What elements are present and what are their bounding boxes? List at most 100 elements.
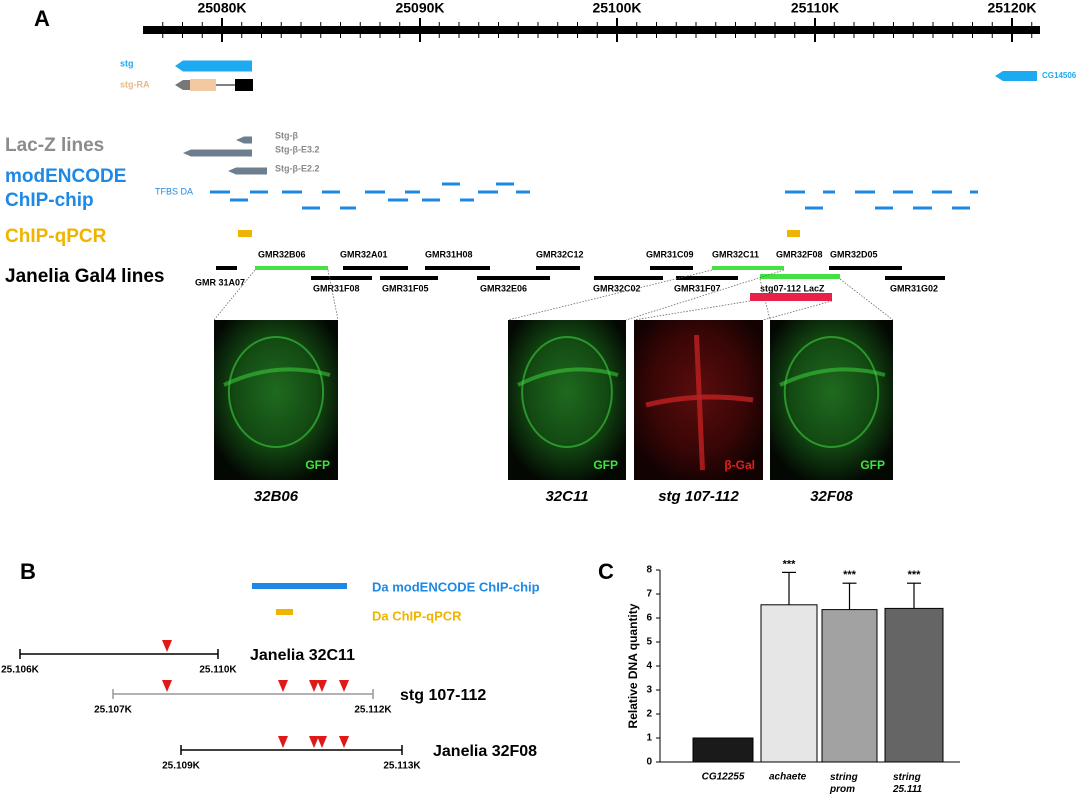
micrograph xyxy=(214,320,338,480)
connector xyxy=(759,278,771,321)
tfbs-segment xyxy=(405,190,420,194)
gal4-label: GMR32E06 xyxy=(480,283,527,293)
gal4-bar xyxy=(676,276,738,280)
lacz-label: Stg-β xyxy=(275,130,298,140)
gene-label: stg-RA xyxy=(120,79,150,89)
y-tick-label: 7 xyxy=(646,589,652,600)
site-marker xyxy=(162,680,172,692)
lacz-construct-bar xyxy=(750,293,832,301)
tfbs-segment xyxy=(893,190,913,194)
ruler-label: 25110K xyxy=(791,0,839,16)
panel-letter: A xyxy=(34,6,50,31)
gene-label: CG14506 xyxy=(1042,71,1077,80)
connector xyxy=(507,269,713,321)
gal4-bar xyxy=(311,276,372,280)
site-marker xyxy=(339,680,349,692)
qpcr-segment xyxy=(238,230,252,237)
track-label: modENCODE xyxy=(5,166,126,187)
y-tick-label: 8 xyxy=(646,565,652,576)
tfbs-segment xyxy=(322,190,340,194)
tfbs-segment xyxy=(422,198,440,202)
ruler-bar xyxy=(143,26,1040,34)
ruler-label: 25080K xyxy=(197,0,246,16)
stain-label: GFP xyxy=(593,458,618,472)
coord-label: 25.113K xyxy=(383,761,421,772)
image-caption: stg 107-112 xyxy=(658,488,739,505)
gal4-label: GMR31F05 xyxy=(382,283,429,293)
site-marker xyxy=(317,680,327,692)
gene-arrow xyxy=(175,60,252,72)
gal4-label: GMR32F08 xyxy=(776,249,823,259)
gal4-label: GMR32D05 xyxy=(830,249,878,259)
tfbs-segment xyxy=(805,206,823,210)
y-tick-label: 1 xyxy=(646,733,652,744)
tfbs-segment xyxy=(250,190,268,194)
gal4-bar xyxy=(477,276,550,280)
coord-label: 25.109K xyxy=(162,761,201,772)
gal4-bar xyxy=(380,276,438,280)
gal4-bar xyxy=(594,276,663,280)
gal4-label: GMR32B06 xyxy=(258,249,306,259)
gal4-bar xyxy=(425,266,490,270)
tfbs-segment xyxy=(932,190,952,194)
image-caption: 32C11 xyxy=(545,488,588,505)
gal4-bar xyxy=(650,266,693,270)
tfbs-segment xyxy=(875,206,893,210)
tfbs-segment xyxy=(460,198,474,202)
lacz-arrow xyxy=(236,136,252,144)
stain-pattern xyxy=(779,367,886,387)
tfbs-segment xyxy=(855,190,875,194)
ruler-label: 25120K xyxy=(987,0,1036,16)
y-axis-label: Relative DNA quantity xyxy=(626,603,640,728)
track-label: ChIP-chip xyxy=(5,190,94,211)
bar xyxy=(884,607,944,763)
micrograph xyxy=(508,320,626,480)
tfbs-segment xyxy=(516,190,530,194)
track-label: Janelia Gal4 lines xyxy=(5,266,164,287)
tfbs-segment xyxy=(478,190,498,194)
y-tick-label: 0 xyxy=(646,757,652,768)
significance: *** xyxy=(843,569,857,581)
x-tick-label-line: 25.111 xyxy=(892,784,923,795)
coord-label: 25.107K xyxy=(94,705,133,716)
legend-label: Da modENCODE ChIP-chip xyxy=(372,579,540,594)
gal4-label: GMR31F08 xyxy=(313,283,360,293)
ruler-label: 25090K xyxy=(395,0,444,16)
stain-pattern xyxy=(694,334,705,471)
coord-label: 25.112K xyxy=(354,705,392,716)
x-tick-label-line: prom xyxy=(829,784,855,795)
lacz-label: Stg-β-E3.2 xyxy=(275,144,320,154)
stain-pattern xyxy=(521,336,613,448)
gal4-bar xyxy=(760,274,840,279)
tfbs-segment xyxy=(496,182,514,186)
bar xyxy=(692,737,754,763)
gal4-bar xyxy=(712,266,784,270)
tfbs-segment xyxy=(210,190,230,194)
gal4-label: GMR32C12 xyxy=(536,249,584,259)
gal4-label: GMR31F07 xyxy=(674,283,721,293)
construct-label: stg07-112 LacZ xyxy=(760,283,825,293)
connector xyxy=(625,269,785,321)
lacz-arrow xyxy=(183,149,252,157)
x-tick-label: achaete xyxy=(769,772,807,783)
qpcr-segment xyxy=(787,230,800,237)
gal4-bar xyxy=(885,276,945,280)
y-tick-label: 6 xyxy=(646,613,652,624)
transcript-exon xyxy=(235,79,253,91)
panel-letter: B xyxy=(20,559,36,584)
tfbs-segment xyxy=(442,182,460,186)
legend-label: Da ChIP-qPCR xyxy=(372,608,462,623)
connector xyxy=(839,278,894,321)
site-marker xyxy=(309,680,319,692)
micrograph xyxy=(770,320,893,480)
tfbs-segment xyxy=(823,190,835,194)
track-label: ChIP-qPCR xyxy=(5,226,107,247)
gal4-label: GMR32A01 xyxy=(340,249,388,259)
tfbs-segment xyxy=(785,190,805,194)
tfbs-segment xyxy=(230,198,248,202)
transcript-end xyxy=(175,80,190,90)
gal4-bar xyxy=(216,266,237,270)
ruler-label: 25100K xyxy=(592,0,641,16)
gal4-label: GMR32C02 xyxy=(593,283,641,293)
